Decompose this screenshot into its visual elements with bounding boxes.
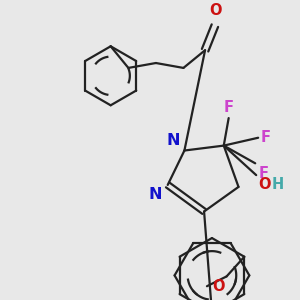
Text: N: N	[148, 187, 162, 202]
Text: O: O	[258, 177, 271, 192]
Text: N: N	[167, 133, 181, 148]
Text: O: O	[212, 279, 225, 294]
Text: F: F	[258, 166, 268, 181]
Text: F: F	[261, 130, 271, 145]
Text: H: H	[272, 177, 284, 192]
Text: F: F	[224, 100, 234, 115]
Text: O: O	[210, 3, 222, 18]
